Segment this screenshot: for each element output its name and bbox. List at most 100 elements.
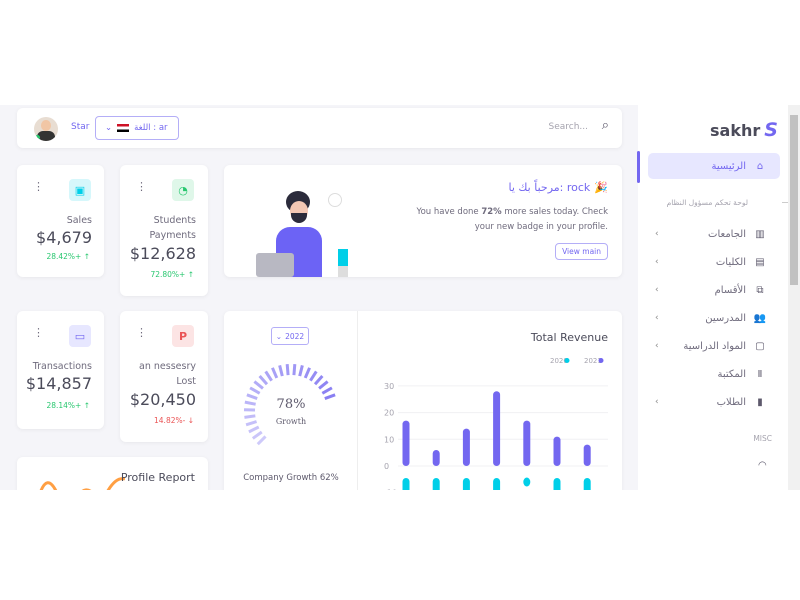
gauge-tick: [303, 367, 311, 379]
chevron-down-icon: ⌄: [105, 123, 113, 133]
credit-card-icon: ▭: [69, 325, 91, 347]
sidebar-item-label: الجامعات: [708, 228, 746, 240]
chevron-left-icon: ‹: [655, 341, 659, 351]
gauge-tick: [313, 375, 324, 386]
party-popper-icon: 🎉: [594, 181, 608, 194]
sidebar-item[interactable]: ‹ الكليات ▤: [650, 249, 780, 275]
sidebar-item[interactable]: ‹ الأقسام ⧉: [650, 277, 780, 303]
brand-logo[interactable]: sakhr S: [710, 119, 778, 141]
avatar[interactable]: [34, 117, 58, 141]
y-tick-label: 20: [384, 409, 394, 418]
sidebar-item[interactable]: ‹ المواد الدراسية ▢: [650, 333, 780, 359]
copy-icon: ⧉: [756, 284, 764, 296]
gauge-tick: [285, 364, 290, 376]
profile-report-title: Profile Report: [120, 471, 195, 484]
sidebar-item[interactable]: ‹ الجامعات ▥: [650, 221, 780, 247]
view-main-button[interactable]: View main: [555, 243, 608, 260]
bar-2020: [462, 478, 470, 490]
gauge-tick: [318, 380, 329, 390]
gauge-tick: [309, 370, 318, 382]
gauge-tick: [248, 425, 260, 434]
user-name[interactable]: Star: [71, 122, 90, 132]
notebook-icon: ▢: [755, 340, 765, 352]
legend-marker: [564, 358, 570, 363]
bar-2021: [553, 436, 561, 466]
more-vertical-icon[interactable]: ⋮: [33, 180, 44, 193]
gauge-tick: [278, 365, 284, 377]
chevron-left-icon: ‹: [655, 397, 659, 407]
bar-2020: [553, 478, 561, 490]
sidebar-item[interactable]: ‹ الطلاب ▮: [650, 389, 780, 415]
stat-value: $4,679: [36, 228, 92, 247]
gauge-tick: [264, 370, 273, 382]
sidebar-item[interactable]: ‹ المدرسين 👥: [650, 305, 780, 331]
profile-report-card: Profile Report: [17, 457, 208, 490]
gauge-tick: [271, 367, 279, 379]
growth-gauge: [243, 364, 336, 446]
stat-change: 14.82%- ↓: [154, 416, 194, 425]
sidebar-item-label: الكليات: [715, 256, 746, 268]
y-tick-label: -10: [384, 489, 397, 490]
stat-change: 72.80%+ ↑: [150, 270, 194, 279]
search-input[interactable]: Search...: [548, 122, 588, 132]
gauge-tick: [324, 393, 336, 400]
more-vertical-icon[interactable]: ⋮: [136, 326, 147, 339]
scrollbar-thumb[interactable]: [790, 115, 798, 285]
sidebar-item-label: المدرسين: [705, 312, 746, 324]
gauge-tick: [258, 375, 269, 386]
gauge-tick: [292, 364, 297, 376]
y-tick-label: 0: [384, 462, 389, 471]
scrollbar[interactable]: [788, 105, 800, 490]
stat-card-sales: ⋮ ▣ Sales $4,679 28.42%+ ↑: [17, 165, 104, 277]
growth-label: Growth: [275, 417, 307, 426]
gauge-tick: [321, 386, 333, 395]
gauge-tick: [246, 393, 258, 400]
developer-illustration: [252, 187, 362, 277]
bar-2021: [493, 391, 501, 466]
bar-2021: [462, 428, 470, 466]
gauge-tick: [245, 420, 258, 427]
more-vertical-icon[interactable]: ⋮: [33, 326, 44, 339]
welcome-title-text: مرحباً بك يا: rock: [508, 181, 591, 194]
legend-label: 2021: [584, 357, 602, 365]
bar-2021: [432, 449, 440, 466]
year-select[interactable]: ⌄ 2022: [271, 327, 309, 345]
active-indicator: [637, 151, 640, 183]
stat-change: 28.14%+ ↑: [46, 401, 90, 410]
language-label: اللغة : ar: [134, 123, 168, 133]
search-icon[interactable]: ⌕: [601, 118, 609, 133]
legend-marker: [598, 358, 604, 363]
gauge-tick: [256, 435, 267, 446]
gauge-tick: [244, 400, 256, 406]
stat-value: $20,450: [129, 390, 196, 409]
support-icon[interactable]: ◠: [758, 460, 767, 471]
dashboard-viewport: Star ⌄ اللغة : ar Search... ⌕ ⋮ ▣ Sales …: [0, 105, 800, 490]
bar-2020: [583, 478, 591, 490]
gauge-tick: [249, 386, 261, 395]
stat-label: Sales: [66, 215, 92, 226]
sidebar-item[interactable]: المكتبة Ⅱ: [650, 361, 780, 387]
bar-2021: [402, 420, 410, 466]
chevron-left-icon: ‹: [655, 229, 659, 239]
welcome-title: مرحباً بك يا: rock 🎉: [508, 181, 608, 194]
chevron-left-icon: ‹: [655, 285, 659, 295]
bar-2020: [432, 478, 440, 490]
chevron-left-icon: ‹: [655, 257, 659, 267]
gauge-tick: [298, 365, 304, 377]
bar-2020: [402, 478, 410, 490]
stat-card-transactions: ⋮ ▭ Transactions $14,857 28.14%+ ↑: [17, 311, 104, 429]
gauge-tick: [253, 380, 264, 390]
id-card-icon: ▮: [757, 396, 763, 408]
more-vertical-icon[interactable]: ⋮: [136, 180, 147, 193]
chart-title: Total Revenue: [530, 331, 608, 344]
welcome-text: You have done 72% more sales today. Chec…: [416, 207, 608, 232]
sidebar-item-home[interactable]: الرئيسية ⌂: [648, 153, 780, 179]
wallet-icon: ▣: [69, 179, 91, 201]
stat-card-students-payments: ⋮ ◔ Students Payments $12,628 72.80%+ ↑: [120, 165, 208, 296]
top-navbar: Star ⌄ اللغة : ar Search... ⌕: [17, 108, 622, 148]
profile-report-sparkline: [39, 477, 125, 490]
stat-value: $12,628: [129, 244, 196, 263]
language-select[interactable]: ⌄ اللغة : ar: [95, 116, 179, 140]
home-icon: ⌂: [756, 160, 764, 172]
y-tick-label: 30: [384, 382, 394, 391]
